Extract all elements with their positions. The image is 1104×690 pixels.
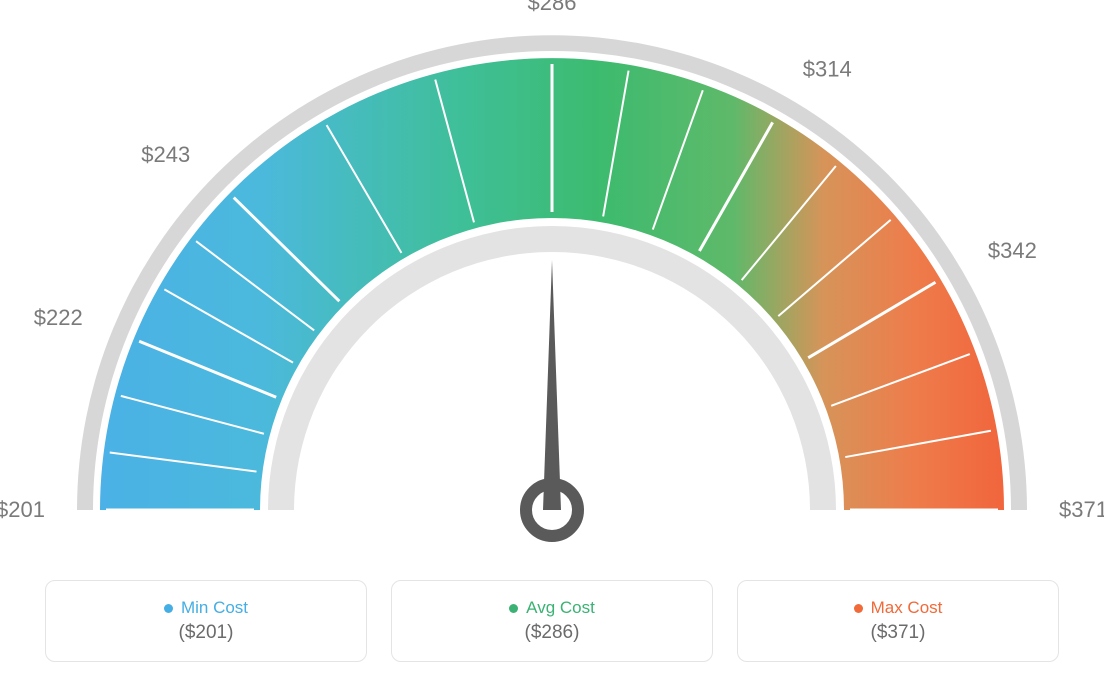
- gauge-tick-label: $222: [34, 305, 83, 330]
- avg-cost-label: Avg Cost: [526, 598, 595, 618]
- gauge-tick-label: $243: [141, 142, 190, 167]
- gauge-tick-label: $371: [1059, 497, 1104, 522]
- max-cost-label: Max Cost: [871, 598, 943, 618]
- min-dot-icon: [164, 604, 173, 613]
- max-cost-card: Max Cost ($371): [737, 580, 1059, 662]
- gauge-needle: [543, 260, 561, 510]
- min-cost-value: ($201): [179, 622, 234, 644]
- avg-dot-icon: [509, 604, 518, 613]
- max-cost-value: ($371): [871, 622, 926, 644]
- cost-gauge: $201 $222 $243 $286 $314 $342 $371: [0, 0, 1104, 560]
- avg-cost-value: ($286): [525, 622, 580, 644]
- min-cost-card: Min Cost ($201): [45, 580, 367, 662]
- gauge-svg: $201 $222 $243 $286 $314 $342 $371: [0, 0, 1104, 560]
- avg-cost-card: Avg Cost ($286): [391, 580, 713, 662]
- gauge-tick-label: $286: [528, 0, 577, 15]
- gauge-tick-label: $342: [988, 238, 1037, 263]
- gauge-tick-label: $314: [803, 56, 852, 81]
- max-dot-icon: [854, 604, 863, 613]
- min-cost-label: Min Cost: [181, 598, 248, 618]
- gauge-tick-label: $201: [0, 497, 45, 522]
- summary-cards: Min Cost ($201) Avg Cost ($286) Max Cost…: [0, 580, 1104, 662]
